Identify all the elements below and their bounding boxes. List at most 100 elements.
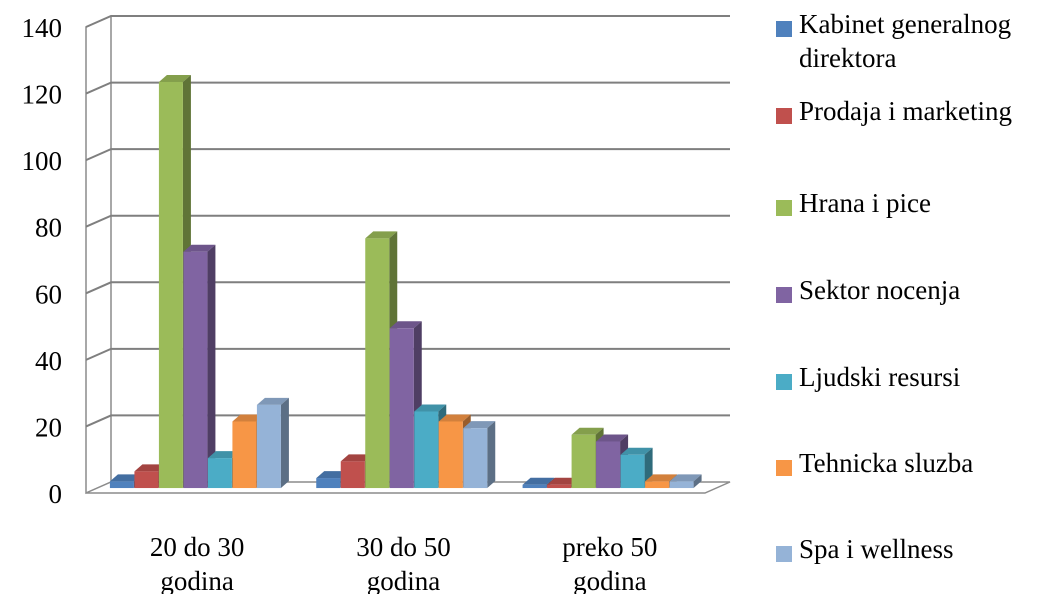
bar-top <box>669 474 702 482</box>
x-tick-label-line2: godina <box>573 566 647 594</box>
bar <box>463 421 496 489</box>
gridlines <box>85 15 730 428</box>
bar <box>183 244 216 489</box>
bar-side <box>207 244 216 489</box>
x-tick-label-line1: 30 do 50 <box>356 532 451 562</box>
y-tick-label: 120 <box>22 80 63 110</box>
bar-top <box>463 421 496 429</box>
gridline <box>85 15 730 28</box>
bar-front <box>669 481 694 489</box>
y-tick-label: 60 <box>35 279 62 309</box>
bar-front <box>340 461 365 489</box>
bar-front <box>414 411 439 489</box>
legend-item-tehnicka-sluzba: Tehnicka sluzba <box>776 446 1054 480</box>
gridline <box>85 148 730 162</box>
legend-item-hrana-i-pice: Hrana i pice <box>776 186 1054 220</box>
legend-label: Prodaja i marketing <box>799 96 1012 126</box>
legend-item-kabinet-generalnog-direktora: Kabinet generalnog direktora <box>776 7 1054 75</box>
gridline <box>85 414 730 428</box>
bar-front <box>522 484 547 489</box>
bar-front <box>232 421 257 489</box>
bar-top <box>522 477 555 485</box>
y-tick-label: 40 <box>35 346 62 376</box>
bar-top <box>620 447 653 455</box>
bar-top <box>316 471 349 479</box>
x-axis-category-labels: 20 do 30 godina 30 do 50 godina preko 50 godi… <box>150 532 658 596</box>
y-tick-label: 80 <box>35 213 62 243</box>
y-tick-label: 0 <box>49 479 63 509</box>
bar-front <box>365 238 390 489</box>
bar-top <box>158 74 191 82</box>
bar-top <box>596 434 629 442</box>
legend-label: Hrana i pice <box>799 188 931 218</box>
bar <box>669 474 702 489</box>
bar-top <box>645 474 678 482</box>
bar-top <box>256 397 289 405</box>
bar-front <box>571 434 596 489</box>
bar-front <box>207 458 232 489</box>
legend-label-line1: Kabinet generalnog <box>799 9 1012 39</box>
bar-front <box>183 251 208 489</box>
legend-swatch <box>776 200 792 216</box>
legend-item-prodaja-i-marketing: Prodaja i marketing <box>776 94 1054 128</box>
bar-side <box>693 474 702 489</box>
bar-front <box>109 481 134 489</box>
x-tick-label-line1: preko 50 <box>562 532 657 562</box>
bar-top <box>340 454 373 462</box>
bar-top <box>232 414 265 422</box>
bar-top <box>109 474 142 482</box>
x-tick-label-line2: godina <box>160 566 234 594</box>
bar-front <box>158 81 183 489</box>
legend-label: Tehnicka sluzba <box>799 448 974 478</box>
bar-side <box>487 421 496 489</box>
legend-label: Ljudski resursi <box>799 362 961 392</box>
bar-front <box>134 471 159 489</box>
x-tick-label-line1: 20 do 30 <box>150 532 245 562</box>
gridline <box>85 214 730 228</box>
bar <box>256 397 289 489</box>
bar-side <box>280 397 289 489</box>
bar-front <box>438 421 463 489</box>
bar-front <box>256 404 281 489</box>
bar-front <box>316 478 341 489</box>
bar-top <box>365 231 398 239</box>
gridline <box>85 347 730 361</box>
y-axis-tick-labels: 0 20 40 60 80 100 120 140 <box>22 13 63 509</box>
bar-top <box>571 427 604 435</box>
legend-label: Spa i wellness <box>799 534 954 564</box>
bar-front <box>547 484 572 489</box>
y-tick-label: 20 <box>35 412 62 442</box>
bar-top <box>134 464 167 472</box>
bar-top <box>207 451 240 459</box>
legend-item-spa-i-wellness: Spa i wellness <box>776 532 1054 566</box>
bar-top <box>414 404 447 412</box>
bar-top <box>547 477 580 485</box>
bar-front <box>463 428 488 489</box>
bars <box>109 74 702 489</box>
legend-label-line2: direktora <box>799 43 897 73</box>
bar-front <box>645 481 670 489</box>
legend-label: Sektor nocenja <box>799 275 961 305</box>
bar-top <box>438 414 471 422</box>
legend: Kabinet generalnog direktora Prodaja i m… <box>776 0 1058 594</box>
gridline <box>85 281 730 295</box>
legend-swatch <box>776 108 792 124</box>
legend-swatch <box>776 374 792 390</box>
legend-swatch <box>776 21 792 37</box>
bar-front <box>620 454 645 489</box>
bar-top <box>183 244 216 252</box>
bar-front <box>596 441 621 489</box>
legend-swatch <box>776 460 792 476</box>
legend-item-sektor-nocenja: Sektor nocenja <box>776 273 1054 307</box>
bar-top <box>389 321 422 329</box>
legend-swatch <box>776 546 792 562</box>
gridline <box>85 81 730 95</box>
bar-front <box>389 328 414 489</box>
y-tick-label: 140 <box>22 13 63 43</box>
x-tick-label-line2: godina <box>367 566 441 594</box>
legend-swatch <box>776 287 792 303</box>
y-tick-label: 100 <box>22 146 63 176</box>
legend-item-ljudski-resursi: Ljudski resursi <box>776 360 1054 394</box>
